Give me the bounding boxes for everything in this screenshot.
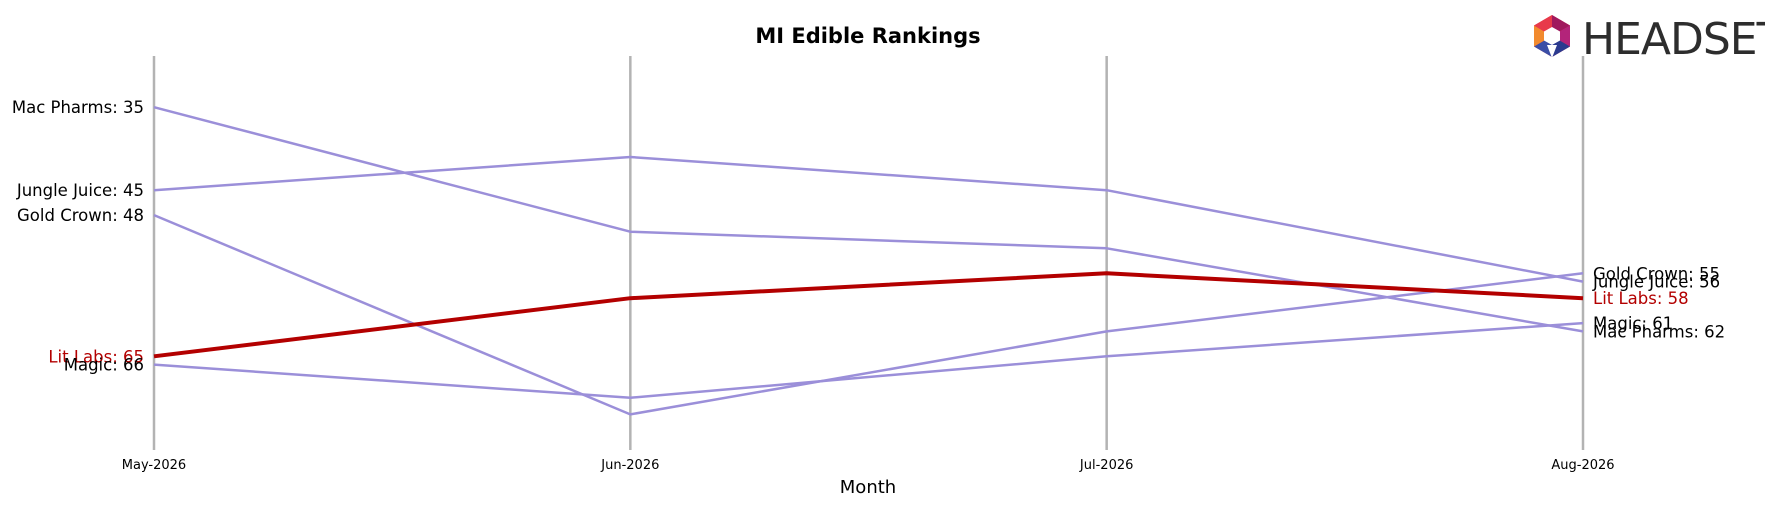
series-line [153,213,1584,416]
series-start-label: Magic: 66 [64,356,144,375]
headset-logo: HEADSET [1534,14,1765,65]
rank-labels: Mac Pharms: 35 Mac Pharms: 62 Jungle Juice… [12,98,1725,374]
highlight-series-line [153,271,1584,359]
x-axis-title: Month [840,477,896,498]
series-start-label: Gold Crown: 48 [17,206,144,225]
series-line [153,271,1584,359]
series-end-label: Gold Crown: 55 [1593,264,1720,283]
series-end-label: Mac Pharms: 62 [1593,322,1725,341]
series-line [153,105,1584,333]
other-series-lines [153,105,1584,416]
x-tick-label: May-2026 [122,458,186,473]
x-tick-label: Jun-2026 [600,458,659,473]
x-tick-label: Aug-2026 [1551,458,1614,473]
month-gridlines [152,56,1585,450]
series-end-label: Magic: 61 [1593,314,1673,333]
series-line [153,155,1584,283]
series-end-label: Lit Labs: 58 [1593,289,1689,308]
logo-wordmark: HEADSET [1582,14,1765,65]
series-start-label: Mac Pharms: 35 [12,98,144,117]
headset-hexagon-logo-icon [1534,15,1570,58]
x-tick-label: Jul-2026 [1079,458,1133,473]
series-start-label: Lit Labs: 65 [48,347,144,366]
series-end-label: Jungle Juice: 56 [1592,273,1720,292]
series-start-label: Jungle Juice: 45 [16,181,144,200]
chart-title: MI Edible Rankings [755,24,980,48]
series-line [153,321,1584,400]
x-tick-labels: May-2026 Jun-2026 Jul-2026 Aug-2026 [122,458,1615,473]
